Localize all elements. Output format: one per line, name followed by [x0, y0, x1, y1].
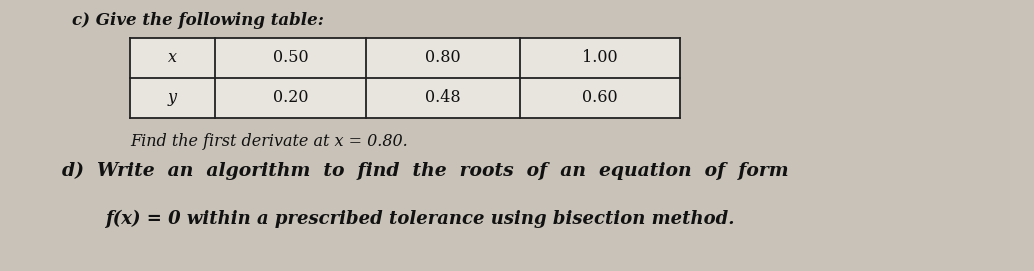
Text: y: y [168, 89, 177, 107]
Text: 0.60: 0.60 [582, 89, 617, 107]
Text: Find the first derivate at x = 0.80.: Find the first derivate at x = 0.80. [130, 133, 407, 150]
Text: x: x [168, 50, 177, 66]
Bar [130, 38, 680, 118]
Text: 0.48: 0.48 [425, 89, 461, 107]
Text: 0.50: 0.50 [273, 50, 308, 66]
Text: 1.00: 1.00 [582, 50, 617, 66]
Text: c) Give the following table:: c) Give the following table: [72, 12, 324, 29]
Text: 0.80: 0.80 [425, 50, 461, 66]
Text: d)  Write  an  algorithm  to  find  the  roots  of  an  equation  of  form: d) Write an algorithm to find the roots … [62, 162, 789, 180]
Text: 0.20: 0.20 [273, 89, 308, 107]
Text: f(x) = 0 within a prescribed tolerance using bisection method.: f(x) = 0 within a prescribed tolerance u… [105, 210, 734, 228]
